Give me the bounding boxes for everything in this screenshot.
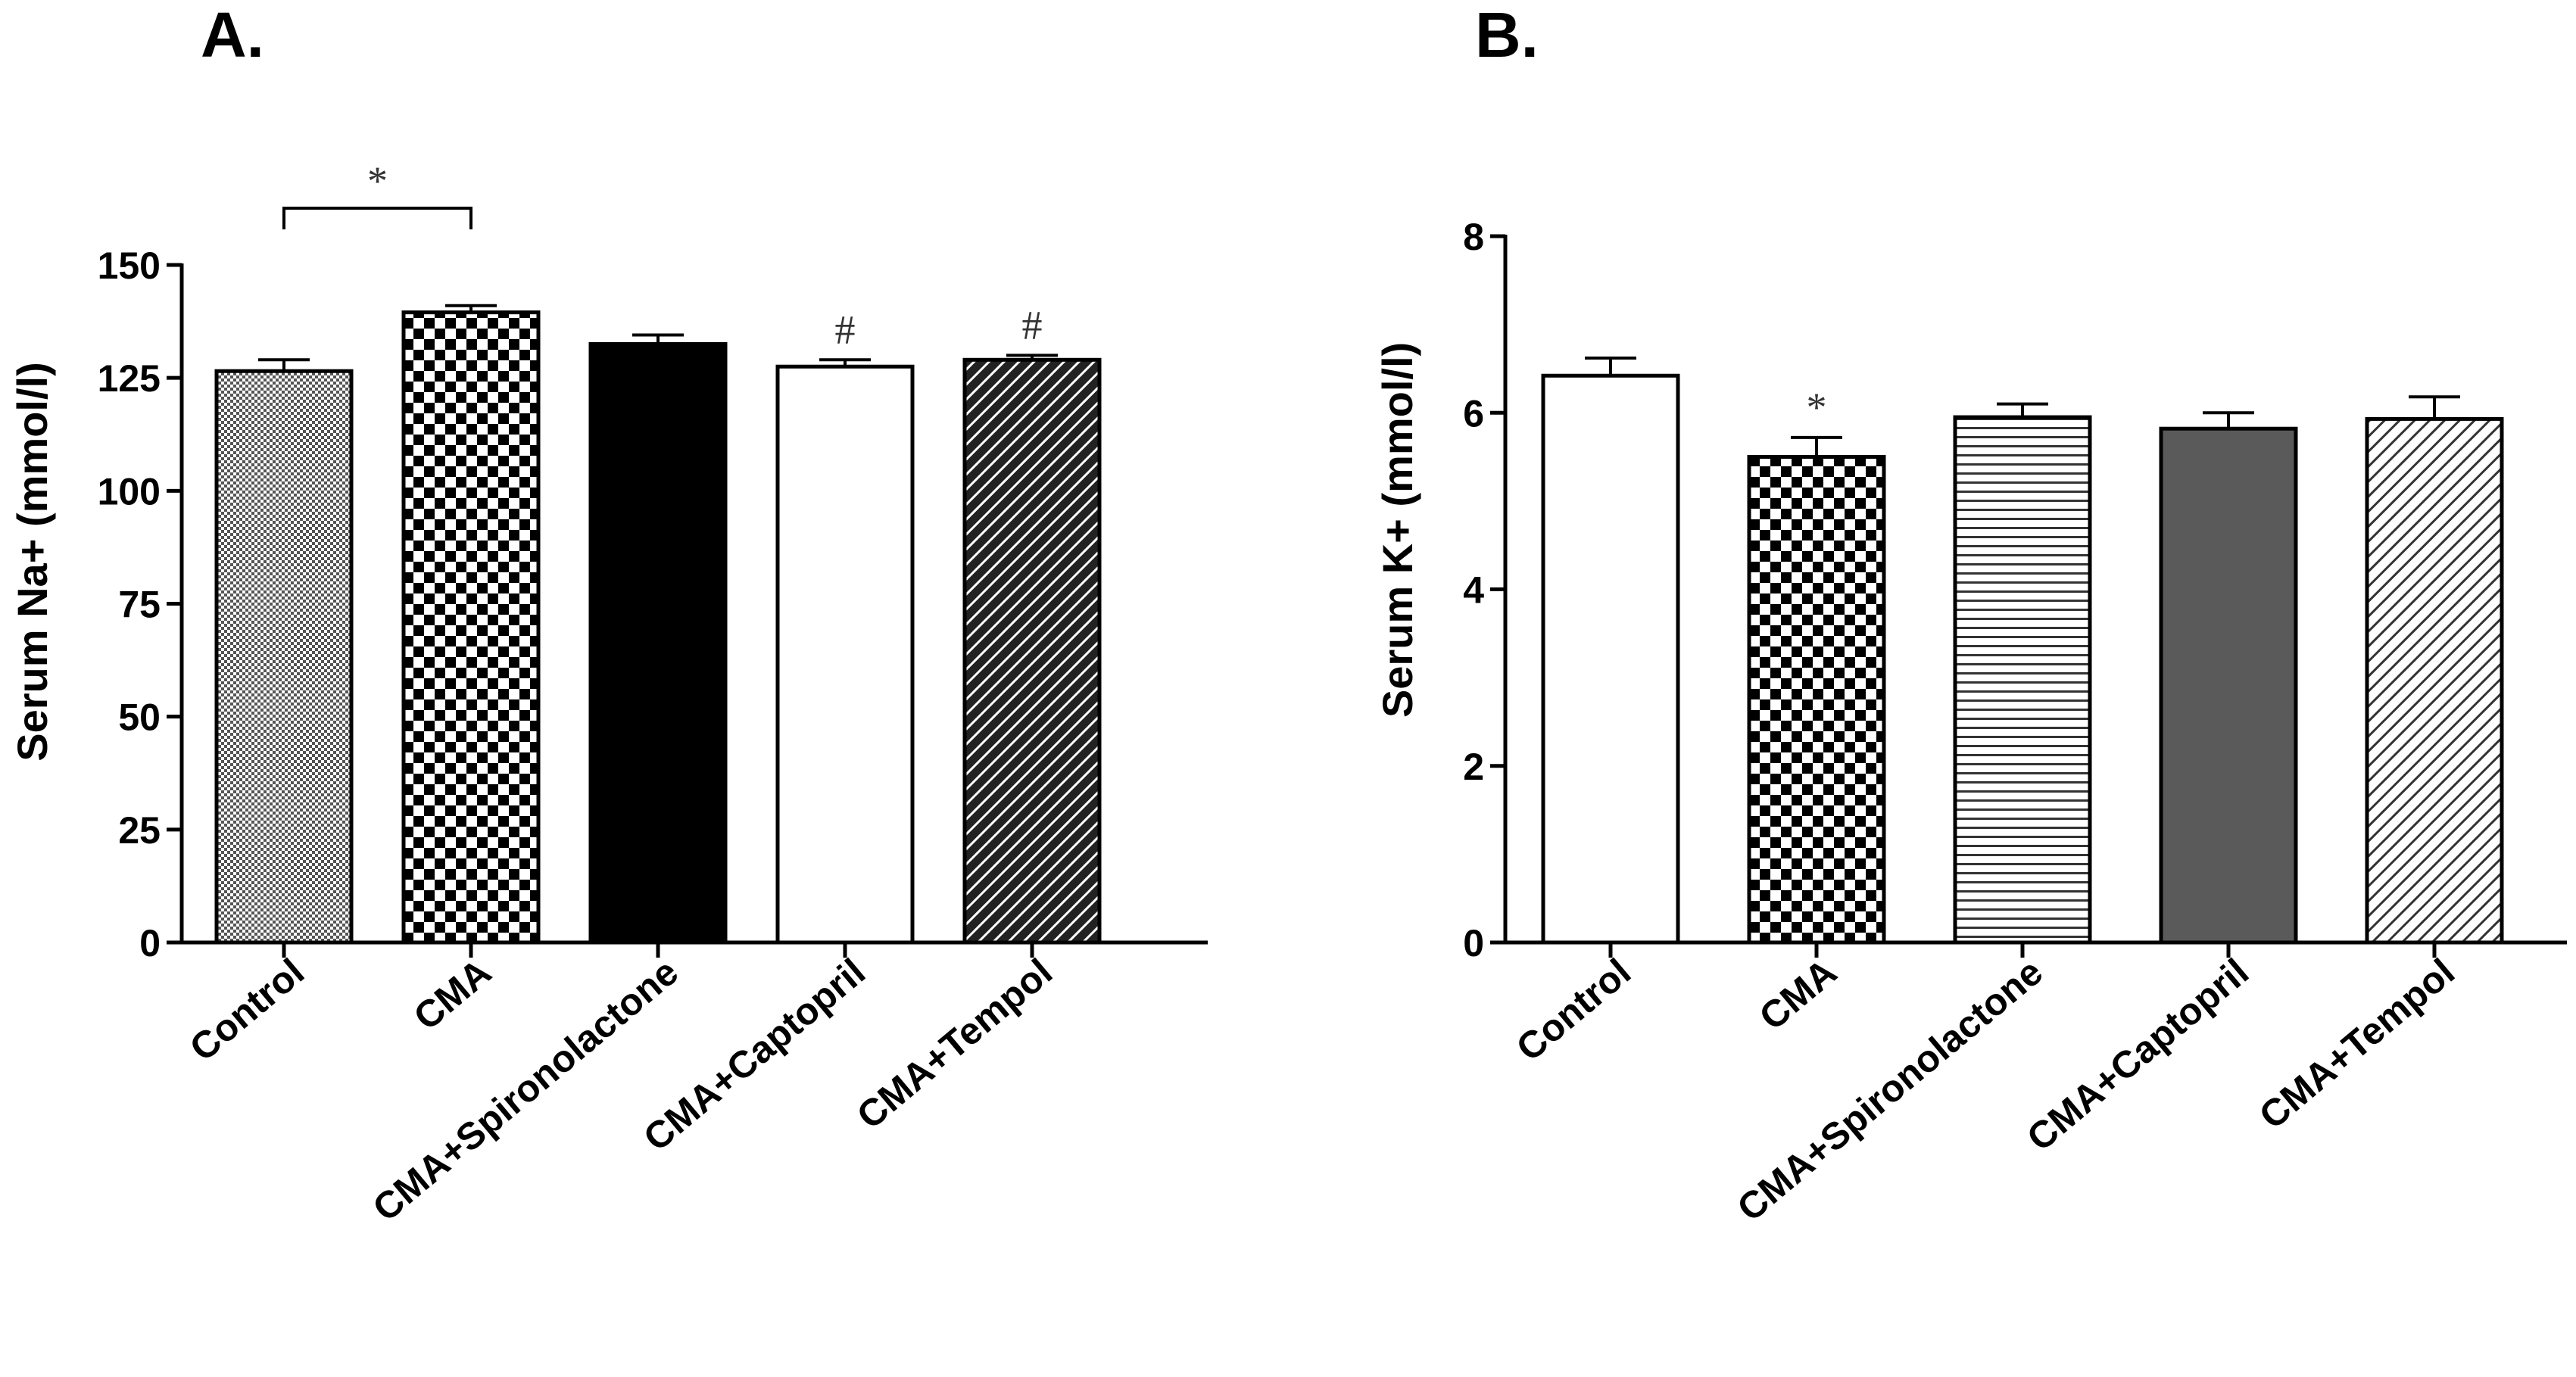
y-tick-label: 25 xyxy=(118,809,161,852)
bar-cma xyxy=(1747,455,1886,945)
panel-a: A. Serum Na+ (mmol/l) 0 25 50 75 100 125 150 Co… xyxy=(8,0,1208,1229)
y-tick-label: 50 xyxy=(118,696,161,739)
category-label: Control xyxy=(182,951,312,1070)
category-label: CMA+Tempol xyxy=(849,951,1060,1138)
y-tick-label: 4 xyxy=(1463,569,1484,612)
y-tick-label: 75 xyxy=(118,584,161,626)
bar-cma-captopril xyxy=(2159,426,2298,945)
category-label: CMA+Tempol xyxy=(2251,951,2462,1138)
y-tick-label: 150 xyxy=(98,245,161,287)
bar-control xyxy=(1541,373,1680,945)
bar-cma-tempol xyxy=(962,357,1102,945)
y-tick-label: 0 xyxy=(139,922,161,964)
significance-label: * xyxy=(367,158,388,204)
y-tick-label: 100 xyxy=(98,470,161,512)
significance-bracket xyxy=(282,207,472,229)
category-label: CMA xyxy=(406,951,499,1039)
bar-control xyxy=(214,369,354,945)
y-tick-label: 0 xyxy=(1463,922,1484,964)
bar-cma-tempol xyxy=(2365,416,2504,945)
panel-label: B. xyxy=(1475,0,1539,70)
y-axis-title: Serum Na+ (mmol/l) xyxy=(8,362,56,761)
y-tick-label: 2 xyxy=(1463,746,1484,788)
y-tick-label: 6 xyxy=(1463,392,1484,435)
y-tick-label: 8 xyxy=(1463,216,1484,258)
category-label: Control xyxy=(1508,951,1639,1070)
bar-cma xyxy=(401,310,541,945)
significance-label: * xyxy=(1807,385,1827,430)
panel-b: B. Serum K+ (mmol/l) 0 2 4 6 8 Control CMA CMA+… xyxy=(1374,0,2567,1229)
bar-cma-spironolactone xyxy=(1953,415,2092,945)
category-label: CMA+Captopril xyxy=(2019,951,2256,1160)
bar-cma-captopril xyxy=(775,364,915,945)
y-tick-label: 125 xyxy=(98,357,161,400)
category-label: CMA+Spironolactone xyxy=(365,951,686,1230)
significance-label: # xyxy=(1022,302,1043,347)
significance-label: # xyxy=(835,307,856,352)
y-axis-title: Serum K+ (mmol/l) xyxy=(1374,342,1421,718)
category-label: CMA xyxy=(1751,951,1845,1039)
panel-label: A. xyxy=(201,0,264,70)
bar-cma-spironolactone xyxy=(588,341,728,945)
